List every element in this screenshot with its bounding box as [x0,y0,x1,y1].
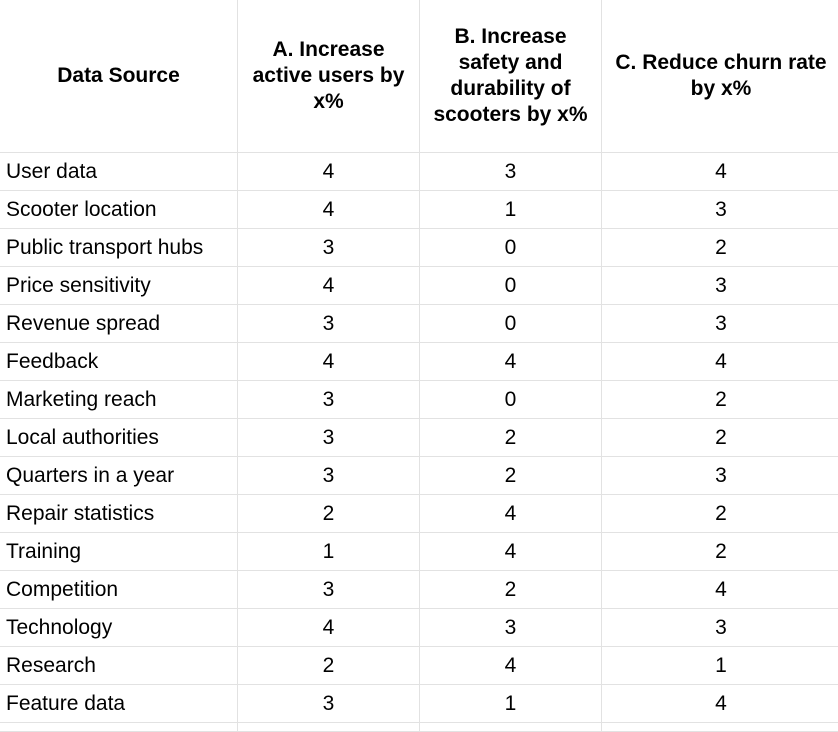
table-row: Revenue spread 3 0 3 [0,305,838,343]
score-b-cell[interactable]: 2 [420,419,602,457]
score-b-cell[interactable]: 0 [420,305,602,343]
data-source-cell[interactable]: Scooter location [0,191,238,229]
score-b-cell[interactable]: 1 [420,685,602,723]
score-c-cell[interactable]: 2 [602,419,838,457]
score-b-cell[interactable]: 2 [420,571,602,609]
score-b-cell[interactable]: 1 [420,191,602,229]
data-source-cell[interactable]: Training [0,533,238,571]
header-row: Data Source A. Increase active users by … [0,0,838,153]
table-row: Scooter location 4 1 3 [0,191,838,229]
score-a-cell[interactable]: 3 [238,457,420,495]
table-row: Local authorities 3 2 2 [0,419,838,457]
score-a-cell[interactable]: 3 [238,229,420,267]
score-c-cell[interactable]: 2 [602,495,838,533]
header-label: B. Increase safety and durability of sco… [420,24,601,128]
table-row: Public transport hubs 3 0 2 [0,229,838,267]
score-b-cell[interactable]: 3 [420,153,602,191]
score-a-cell[interactable]: 4 [238,191,420,229]
score-b-cell[interactable]: 0 [420,229,602,267]
data-source-cell[interactable]: Revenue spread [0,305,238,343]
header-label: Data Source [45,63,192,89]
data-source-cell[interactable]: Public transport hubs [0,229,238,267]
score-a-cell[interactable]: 4 [238,609,420,647]
score-a-cell[interactable]: 2 [238,647,420,685]
score-a-cell[interactable]: 3 [238,419,420,457]
score-a-cell[interactable]: 4 [238,267,420,305]
score-a-cell[interactable]: 2 [238,495,420,533]
header-data-source[interactable]: Data Source [0,0,238,153]
header-label: A. Increase active users by x% [238,37,419,115]
score-c-cell[interactable]: 3 [602,191,838,229]
score-a-cell[interactable]: 4 [238,153,420,191]
score-c-cell[interactable]: 3 [602,267,838,305]
table-row: Technology 4 3 3 [0,609,838,647]
score-c-cell[interactable]: 4 [602,153,838,191]
score-b-cell[interactable]: 2 [420,457,602,495]
score-c-cell[interactable]: 3 [602,457,838,495]
table-row: Feedback 4 4 4 [0,343,838,381]
score-a-cell[interactable]: 1 [238,533,420,571]
score-b-cell[interactable]: 0 [420,267,602,305]
score-b-cell[interactable]: 4 [420,533,602,571]
score-b-cell[interactable]: 4 [420,647,602,685]
header-goal-b[interactable]: B. Increase safety and durability of sco… [420,0,602,153]
table-row: Marketing reach 3 0 2 [0,381,838,419]
header-label: C. Reduce churn rate by x% [602,50,838,102]
data-source-cell[interactable]: Repair statistics [0,495,238,533]
data-source-cell[interactable]: Feedback [0,343,238,381]
score-a-cell[interactable]: 3 [238,685,420,723]
table-row: Competition 3 2 4 [0,571,838,609]
score-b-cell[interactable]: 4 [420,495,602,533]
header-goal-a[interactable]: A. Increase active users by x% [238,0,420,153]
data-source-cell[interactable]: Local authorities [0,419,238,457]
table-row: User data 4 3 4 [0,153,838,191]
data-source-cell[interactable]: Feature data [0,685,238,723]
table-row: Repair statistics 2 4 2 [0,495,838,533]
score-c-cell[interactable]: 1 [602,647,838,685]
data-source-cell[interactable]: Quarters in a year [0,457,238,495]
score-b-cell[interactable]: 0 [420,381,602,419]
data-source-cell[interactable]: Price sensitivity [0,267,238,305]
score-b-cell[interactable]: 3 [420,609,602,647]
score-c-cell[interactable]: 2 [602,229,838,267]
score-a-cell[interactable]: 3 [238,571,420,609]
data-source-cell[interactable]: Marketing reach [0,381,238,419]
score-c-cell[interactable]: 3 [602,609,838,647]
table-row: Price sensitivity 4 0 3 [0,267,838,305]
score-a-cell[interactable]: 3 [238,381,420,419]
score-c-cell[interactable]: 3 [602,305,838,343]
score-a-cell[interactable]: 4 [238,343,420,381]
data-source-cell[interactable]: Competition [0,571,238,609]
score-b-cell[interactable]: 4 [420,343,602,381]
table-row: Feature data 3 1 4 [0,685,838,723]
score-a-cell[interactable]: 3 [238,305,420,343]
header-goal-c[interactable]: C. Reduce churn rate by x% [602,0,838,153]
data-source-cell[interactable]: Research [0,647,238,685]
table-row: Quarters in a year 3 2 3 [0,457,838,495]
table-row: Research 2 4 1 [0,647,838,685]
data-source-cell[interactable]: User data [0,153,238,191]
score-c-cell[interactable]: 4 [602,343,838,381]
score-c-cell[interactable]: 4 [602,685,838,723]
data-source-cell[interactable]: Technology [0,609,238,647]
score-c-cell[interactable]: 2 [602,533,838,571]
score-c-cell[interactable]: 2 [602,381,838,419]
score-c-cell[interactable]: 4 [602,571,838,609]
table-row: Training 1 4 2 [0,533,838,571]
